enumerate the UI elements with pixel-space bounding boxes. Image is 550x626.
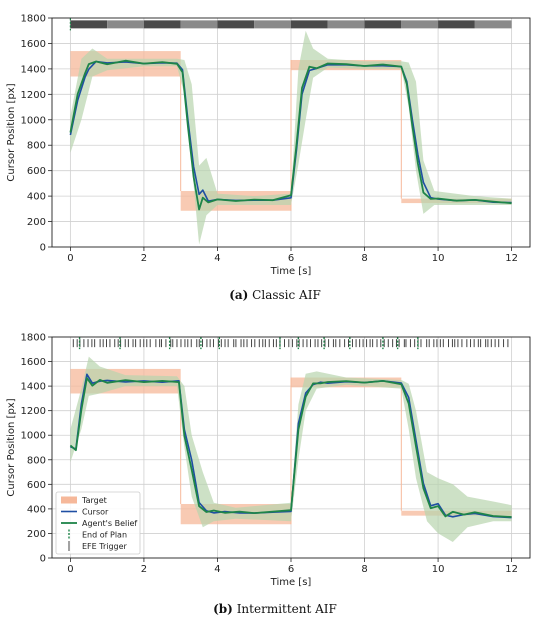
plan-end-segment — [107, 20, 144, 29]
chart-panel-b: 0 2 4 6 8 10 12 0 200 400 600 800 1000 1200 1400 1600 18… — [6, 333, 531, 588]
x-tick-label: 4 — [214, 564, 220, 575]
y-tick-label: 0 — [40, 243, 46, 254]
caption-b: (b) Intermittent AIF — [0, 602, 550, 616]
caption-a-letter: (a) — [229, 288, 249, 302]
belief-line — [69, 377, 512, 518]
legend-box — [55, 491, 141, 555]
x-tick-label: 6 — [288, 253, 294, 264]
plan-end-segment — [327, 20, 365, 29]
legend-label: End of Plan — [82, 531, 127, 540]
x-tick-label: 0 — [67, 564, 73, 575]
x-tick-label: 8 — [361, 564, 367, 575]
legend-swatch-target — [61, 496, 77, 504]
x-axis-label: Time [s] — [270, 266, 312, 277]
plan-end-segment — [401, 20, 439, 29]
caption-a-text: Classic AIF — [252, 288, 321, 302]
caption-a: (a) Classic AIF — [0, 288, 550, 302]
plan-end-segment — [143, 20, 181, 29]
y-tick-label: 1600 — [21, 39, 46, 50]
y-tick-label: 400 — [27, 192, 46, 203]
y-tick-label: 1400 — [21, 382, 46, 393]
y-tick-label: 200 — [27, 217, 46, 228]
x-tick-label: 8 — [361, 253, 367, 264]
plan-end-segment — [438, 20, 475, 29]
y-tick-label: 800 — [27, 141, 46, 152]
belief-line — [69, 59, 512, 211]
belief-uncertainty-band — [70, 30, 512, 245]
y-tick-label: 400 — [27, 504, 46, 515]
y-tick-label: 800 — [27, 455, 46, 466]
legend-label: EFE Trigger — [82, 542, 128, 551]
y-tick-label: 1800 — [21, 14, 46, 25]
legend-label: Cursor — [82, 508, 109, 517]
x-tick-label: 12 — [505, 564, 518, 575]
y-axis-label: Cursor Position [px] — [6, 83, 17, 181]
y-tick-label: 200 — [27, 529, 46, 540]
y-tick-label: 600 — [27, 166, 46, 177]
caption-b-text: Intermittent AIF — [236, 602, 337, 616]
y-tick-label: 1000 — [21, 431, 46, 442]
y-tick-label: 600 — [27, 480, 46, 491]
x-tick-label: 2 — [141, 564, 147, 575]
y-tick-label: 1800 — [21, 333, 46, 344]
x-axis-label: Time [s] — [270, 577, 312, 588]
y-tick-label: 0 — [40, 554, 46, 565]
plan-end-segment — [180, 20, 218, 29]
x-tick-label: 0 — [67, 253, 73, 264]
x-tick-label: 2 — [141, 253, 147, 264]
chart-panel-a: 0 2 4 6 8 10 12 0 200 400 600 800 1000 1200 1400 1600 18… — [6, 14, 531, 277]
y-tick-label: 1400 — [21, 64, 46, 75]
plan-end-segment — [254, 20, 291, 29]
plan-end-segment — [474, 20, 512, 29]
x-tick-label: 10 — [432, 564, 445, 575]
plan-end-segment — [217, 20, 255, 29]
y-axis-label: Cursor Position [px] — [6, 398, 17, 496]
caption-b-letter: (b) — [213, 602, 233, 616]
y-tick-label: 1600 — [21, 357, 46, 368]
y-tick-label: 1000 — [21, 115, 46, 126]
y-tick-label: 1200 — [21, 406, 46, 417]
legend-label: Target — [81, 496, 107, 505]
plan-end-segment — [291, 20, 328, 29]
x-tick-label: 12 — [505, 253, 518, 264]
y-tick-label: 1200 — [21, 90, 46, 101]
x-tick-label: 10 — [432, 253, 445, 264]
plan-end-segment — [70, 20, 108, 29]
plan-end-segment — [364, 20, 402, 29]
legend-label: Agent's Belief — [82, 519, 137, 528]
x-tick-label: 6 — [288, 564, 294, 575]
x-tick-label: 4 — [214, 253, 220, 264]
